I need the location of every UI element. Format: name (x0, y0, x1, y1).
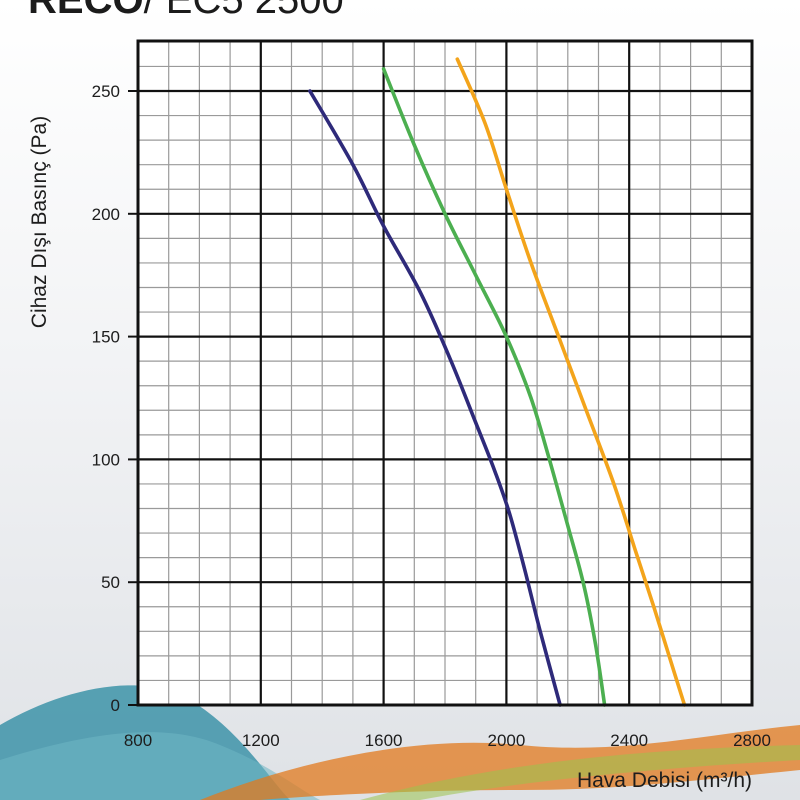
plot-border (136, 39, 754, 707)
y-tick-label: 0 (111, 696, 120, 715)
y-tick-label: 100 (92, 450, 120, 469)
series-layer (308, 57, 687, 707)
y-tick-label: 250 (92, 82, 120, 101)
title-variant: / EC5 2500 (143, 0, 344, 22)
x-tick-label: 1600 (365, 731, 403, 750)
x-tick-label: 2800 (733, 731, 771, 750)
x-tick-label: 2000 (487, 731, 525, 750)
series-line-3 (455, 57, 687, 707)
y-axis-ticks: 0 50 100 150 200 250 (92, 82, 138, 715)
x-tick-label: 2400 (610, 731, 648, 750)
x-axis-ticks: 800 1200 1600 2000 2400 2800 (124, 731, 771, 750)
y-axis-label: Cihaz Dışı Basınç (Pa) (28, 116, 51, 328)
series-line-2 (381, 67, 607, 707)
title-model: RECO (28, 0, 144, 22)
swoosh-teal-light (0, 732, 320, 800)
y-tick-label: 50 (101, 573, 120, 592)
x-tick-label: 800 (124, 731, 152, 750)
chart-title: RECO/ EC5 2500 (28, 0, 344, 23)
decorative-swooshes (0, 685, 800, 800)
x-axis-label: Hava Debisi (m³/h) (577, 769, 752, 792)
plot-frame (136, 39, 754, 707)
swoosh-orange (200, 725, 800, 800)
swoosh-green (360, 745, 800, 800)
series-line-1 (308, 89, 562, 707)
x-tick-label: 1200 (242, 731, 280, 750)
y-tick-label: 150 (92, 328, 120, 347)
minor-grid (138, 41, 752, 705)
major-grid (138, 41, 752, 705)
y-tick-label: 200 (92, 205, 120, 224)
